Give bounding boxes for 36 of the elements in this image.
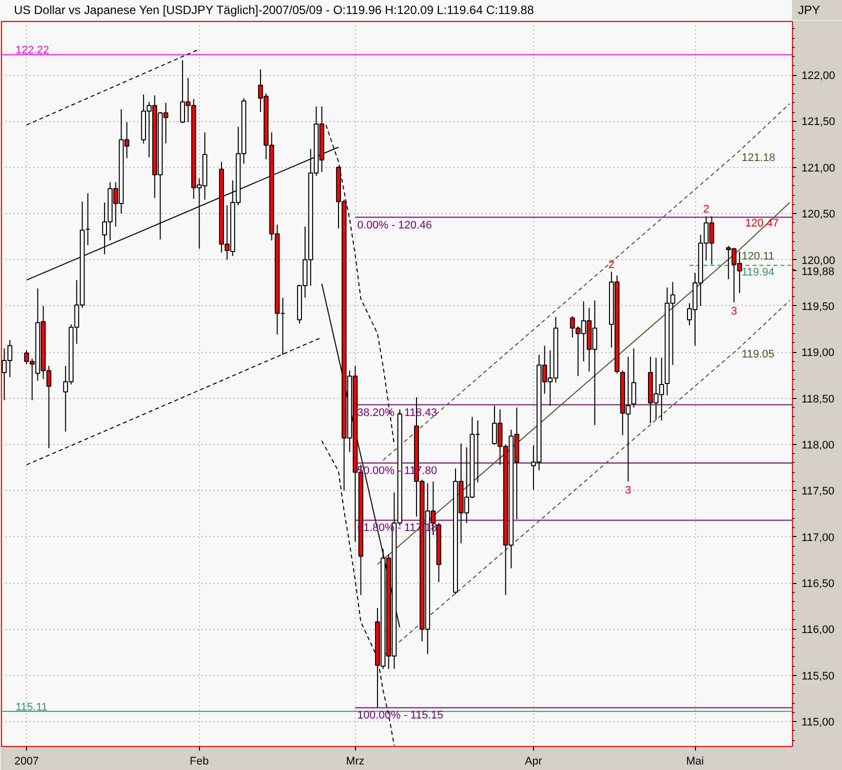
annotation: 2 xyxy=(608,258,615,271)
x-tick-label: Mai xyxy=(686,756,704,768)
candlestick xyxy=(631,348,636,408)
annotation: 3 xyxy=(730,305,738,318)
y-tick-label: 121,50 xyxy=(802,116,836,128)
y-tick-label: 115,00 xyxy=(802,716,834,729)
series-label: 119.05 xyxy=(742,348,774,361)
x-tick-label: Apr xyxy=(524,756,542,768)
y-tick-label: 117,50 xyxy=(802,486,834,498)
y-tick-label: 118,50 xyxy=(802,393,834,406)
y-tick-label: 122,00 xyxy=(802,70,836,82)
y-tick-label: 119,50 xyxy=(802,300,834,313)
series-label: 121.18 xyxy=(742,152,776,164)
series-label: 100.00% - 115.15 xyxy=(357,710,444,722)
series-label: 0.00% - 120.46 xyxy=(357,219,432,232)
y-tick-label: 116,50 xyxy=(802,578,834,590)
chart-title: US Dollar vs Japanese Yen [USDJPY Täglich]-2007/05/09 - O:119.96 H:120.09 L:119.64 C:119.88 xyxy=(0,0,792,20)
x-tick-label: Mrz xyxy=(346,756,364,768)
x-tick-label: Feb xyxy=(190,756,209,768)
y-tick-label: 119,00 xyxy=(802,347,834,360)
series-label: 120.11 xyxy=(742,250,774,263)
y-tick-label: 117,00 xyxy=(802,532,834,544)
annotation: 3 xyxy=(625,484,632,496)
y-tick-label: 120,00 xyxy=(802,254,836,267)
y-tick-label: 115,50 xyxy=(802,670,834,682)
series-label: 119.94 xyxy=(742,266,774,278)
y-tick-label: 120,50 xyxy=(802,208,836,221)
annotation: 2 xyxy=(703,203,710,216)
y-tick-label: 116,00 xyxy=(802,624,834,636)
x-tick-label: 2007 xyxy=(14,756,39,768)
y-tick-label: 121,00 xyxy=(802,162,836,174)
y-tick-label: 118,00 xyxy=(802,439,834,452)
ref-line-label: 122.22 xyxy=(16,44,50,57)
ref-line-label: 115.11 xyxy=(16,701,48,714)
y-axis-title: JPY xyxy=(792,0,842,20)
y-tick-label: 119,88 xyxy=(802,266,834,278)
